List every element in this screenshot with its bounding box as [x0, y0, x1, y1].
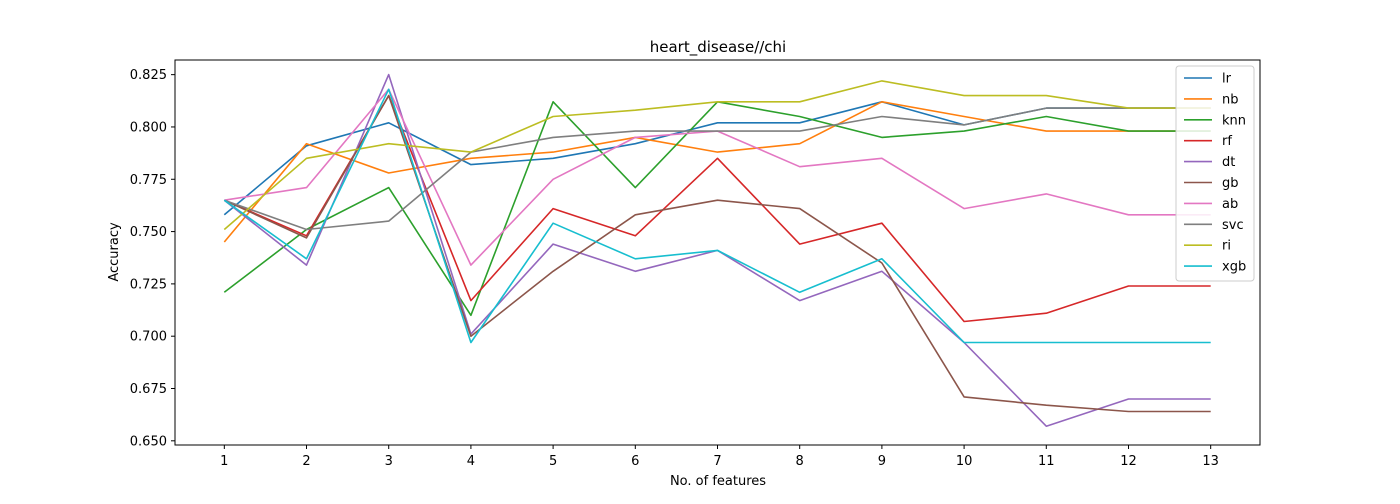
x-tick-label: 8 — [796, 454, 804, 469]
series-line-svc — [224, 108, 1210, 229]
legend-label-ab: ab — [1222, 197, 1238, 212]
series-line-gb — [224, 96, 1210, 412]
y-tick-label: 0.775 — [130, 173, 167, 188]
y-tick-label: 0.700 — [130, 330, 167, 345]
series-line-rf — [224, 96, 1210, 322]
legend: lr nb knn rf dt gb ab svc ri xgb — [1176, 66, 1254, 281]
chart-title: heart_disease//chi — [650, 38, 786, 57]
x-tick-label: 9 — [878, 454, 886, 469]
y-tick-label: 0.750 — [130, 225, 167, 240]
x-tick-label: 2 — [302, 454, 310, 469]
x-tick-label: 6 — [631, 454, 639, 469]
legend-label-nb: nb — [1222, 92, 1239, 107]
legend-label-lr: lr — [1222, 72, 1232, 87]
y-tick-label: 0.725 — [130, 277, 167, 292]
x-tick-label: 12 — [1120, 454, 1137, 469]
y-tick-label: 0.800 — [130, 120, 167, 135]
x-tick-label: 1 — [220, 454, 228, 469]
x-tick-label: 10 — [956, 454, 973, 469]
y-tick-label: 0.650 — [130, 434, 167, 449]
legend-label-knn: knn — [1222, 113, 1246, 128]
legend-label-svc: svc — [1222, 218, 1244, 233]
series-line-ab — [224, 89, 1210, 265]
x-tick-label: 11 — [1038, 454, 1055, 469]
x-axis-label: No. of features — [670, 474, 766, 489]
x-tick-label: 3 — [385, 454, 393, 469]
plot-lines — [224, 75, 1210, 427]
y-axis: 0.650 0.675 0.700 0.725 0.750 0.775 0.800 0.825 — [130, 68, 175, 449]
legend-label-dt: dt — [1222, 155, 1235, 170]
plot-frame — [175, 60, 1260, 445]
x-tick-label: 4 — [467, 454, 475, 469]
series-line-knn — [224, 102, 1210, 315]
y-tick-label: 0.675 — [130, 382, 167, 397]
y-axis-label: Accuracy — [107, 222, 122, 282]
legend-label-ri: ri — [1222, 239, 1231, 254]
x-tick-label: 13 — [1202, 454, 1219, 469]
legend-label-rf: rf — [1222, 134, 1232, 149]
legend-label-xgb: xgb — [1222, 260, 1246, 275]
series-line-ri — [224, 81, 1210, 230]
x-tick-label: 5 — [549, 454, 557, 469]
legend-label-gb: gb — [1222, 176, 1239, 191]
x-axis: 1 2 3 4 5 6 7 8 9 10 11 12 13 — [220, 445, 1219, 469]
y-tick-label: 0.825 — [130, 68, 167, 83]
x-tick-label: 7 — [713, 454, 721, 469]
